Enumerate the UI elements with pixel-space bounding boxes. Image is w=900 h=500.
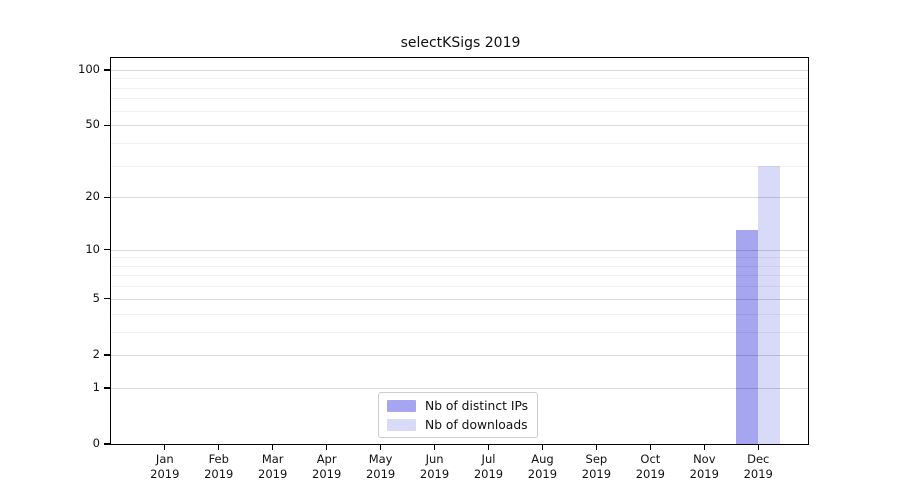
x-tick-label-line: 2019 <box>312 467 342 481</box>
x-tick-label-sep-2019: Sep 2019 <box>564 452 628 482</box>
bar-nb-of-downloads-dec-2019 <box>758 165 781 444</box>
x-tick-dec <box>757 445 759 450</box>
legend-label: Nb of distinct IPs <box>425 398 529 413</box>
gridline-minor-30 <box>111 165 808 167</box>
x-tick-label-line: Jun <box>425 452 444 466</box>
y-tick-0 <box>104 443 110 445</box>
x-tick-label-line: Jan <box>155 452 174 466</box>
gridline-minor-7 <box>111 275 808 277</box>
x-tick-label-apr-2019: Apr 2019 <box>295 452 359 482</box>
y-tick-100 <box>104 69 110 71</box>
bar-nb-of-distinct-ips-dec-2019 <box>736 230 759 444</box>
x-tick-jun <box>433 445 436 450</box>
x-tick-label-line: 2019 <box>365 467 396 481</box>
y-tick-5 <box>104 298 110 300</box>
x-tick-label-line: 2019 <box>743 467 773 481</box>
y-tick-label-100: 100 <box>78 61 100 76</box>
y-tick-label-5: 5 <box>92 290 100 305</box>
gridline-minor-60 <box>111 110 808 112</box>
gridline-minor-3 <box>111 331 808 333</box>
x-tick-label-line: Sep <box>585 452 608 466</box>
gridline-major-100 <box>111 69 808 71</box>
legend-swatch-nb-of-distinct-ips <box>387 399 416 412</box>
y-tick-label-2: 2 <box>92 346 100 361</box>
gridline-major-1 <box>111 387 808 389</box>
y-tick-20 <box>104 196 110 198</box>
x-tick-oct <box>649 445 652 450</box>
x-tick-label-line: May <box>368 452 393 466</box>
x-tick-sep <box>595 445 598 450</box>
y-tick-10 <box>104 249 110 251</box>
gridline-major-20 <box>111 197 808 199</box>
y-tick-label-20: 20 <box>85 189 100 204</box>
x-tick-label-feb-2019: Feb 2019 <box>187 452 251 482</box>
y-tick-label-50: 50 <box>85 117 100 132</box>
x-tick-label-line: Dec <box>747 452 770 466</box>
gridline-major-2 <box>111 354 808 356</box>
y-tick-label-10: 10 <box>85 241 100 256</box>
x-tick-label-line: Nov <box>693 452 716 466</box>
x-tick-label-line: 2019 <box>419 467 450 481</box>
gridline-minor-8 <box>111 265 808 267</box>
x-tick-label-line: Apr <box>316 452 337 466</box>
gridline-minor-90 <box>111 78 808 80</box>
gridline-major-50 <box>111 125 808 127</box>
gridline-major-5 <box>111 298 808 300</box>
x-tick-label-line: Feb <box>208 452 229 466</box>
gridline-minor-9 <box>111 257 808 259</box>
y-tick-label-0: 0 <box>92 436 100 450</box>
x-tick-label-line: 2019 <box>473 467 504 481</box>
y-tick-2 <box>104 354 110 356</box>
legend-swatch-nb-of-downloads <box>387 418 416 431</box>
plot-frame <box>110 57 809 445</box>
x-tick-mar <box>272 445 274 450</box>
gridline-major-10 <box>111 249 808 251</box>
x-tick-label-line: Aug <box>531 452 554 466</box>
x-tick-label-line: 2019 <box>689 467 719 481</box>
x-tick-label-oct-2019: Oct 2019 <box>618 452 682 482</box>
x-tick-jan <box>164 445 166 450</box>
x-tick-label-nov-2019: Nov 2019 <box>672 452 736 482</box>
x-tick-label-jun-2019: Jun 2019 <box>403 452 467 482</box>
x-tick-label-line: 2019 <box>150 467 180 481</box>
x-tick-label-mar-2019: Mar 2019 <box>241 452 305 482</box>
x-tick-label-line: 2019 <box>581 467 612 481</box>
y-tick-50 <box>104 124 110 126</box>
x-tick-label-line: 2019 <box>204 467 234 481</box>
legend-label: Nb of downloads <box>425 417 528 432</box>
x-tick-label-line: 2019 <box>635 467 665 481</box>
y-tick-1 <box>104 387 110 389</box>
x-tick-label-aug-2019: Aug 2019 <box>510 452 574 482</box>
legend-entry-nb-of-downloads: Nb of downloads <box>387 417 528 432</box>
x-tick-label-jul-2019: Jul 2019 <box>457 452 521 482</box>
x-tick-apr <box>326 445 328 450</box>
y-tick-label-1: 1 <box>92 379 100 394</box>
gridline-minor-6 <box>111 286 808 288</box>
x-tick-feb <box>218 445 220 450</box>
x-tick-label-dec-2019: Dec 2019 <box>726 452 790 482</box>
x-tick-label-line: Oct <box>640 452 661 466</box>
legend-entry-nb-of-distinct-ips: Nb of distinct IPs <box>387 398 528 413</box>
gridline-minor-80 <box>111 87 808 89</box>
gridline-minor-40 <box>111 142 808 144</box>
gridline-minor-4 <box>111 313 808 315</box>
x-tick-jul <box>487 445 490 450</box>
chart-title: selectKSigs 2019 <box>400 35 521 51</box>
x-tick-aug <box>541 445 544 450</box>
x-tick-label-line: 2019 <box>258 467 288 481</box>
x-tick-label-jan-2019: Jan 2019 <box>133 452 197 482</box>
gridline-minor-70 <box>111 98 808 100</box>
x-tick-label-may-2019: May 2019 <box>349 452 413 482</box>
x-tick-label-line: Jul <box>481 452 496 466</box>
legend: Nb of distinct IPs Nb of downloads <box>378 392 539 438</box>
x-tick-label-line: Mar <box>261 452 284 466</box>
x-tick-nov <box>703 445 705 450</box>
x-tick-may <box>380 445 382 450</box>
x-tick-label-line: 2019 <box>527 467 558 481</box>
